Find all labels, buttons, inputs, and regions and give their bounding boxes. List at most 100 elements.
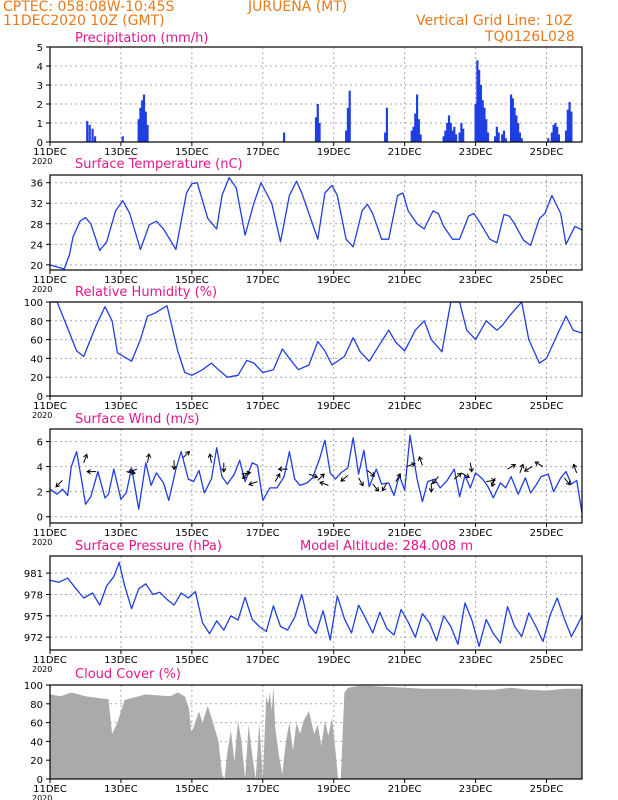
cloud-xtick-label: 21DEC bbox=[388, 784, 422, 795]
header: CPTEC: 058:08W-10:45S JURUENA (MT) 11DEC… bbox=[0, 0, 618, 48]
precip-bar bbox=[316, 104, 319, 142]
precip-bar bbox=[485, 119, 488, 142]
temp-xtick-label: 11DEC bbox=[33, 275, 67, 286]
cloud-xtick-label: 15DEC bbox=[175, 784, 209, 795]
precip-bar bbox=[502, 130, 506, 142]
pres-ytick-label: 978 bbox=[24, 590, 43, 601]
precip-bar bbox=[419, 134, 422, 142]
precip-bar bbox=[141, 100, 144, 142]
wind-wind-arrow bbox=[418, 456, 423, 466]
precip-bar bbox=[556, 126, 559, 142]
rh-ytick-label: 80 bbox=[30, 317, 43, 328]
precip-bar bbox=[446, 123, 449, 142]
wind-wind-arrow bbox=[486, 478, 497, 484]
pres-xtick-label: 15DEC bbox=[175, 655, 209, 666]
wind-title: Surface Wind (m/s) bbox=[75, 412, 199, 427]
precip-bar bbox=[509, 94, 513, 142]
wind-wind-arrow bbox=[563, 477, 571, 486]
wind-wind-arrow bbox=[534, 461, 544, 468]
wind-wind-arrow bbox=[523, 466, 533, 472]
wind-wind-arrow bbox=[308, 473, 319, 479]
init-time-label: 11DEC2020 10Z (GMT) bbox=[3, 13, 165, 29]
precip-bar bbox=[415, 94, 419, 142]
pres-xtick-label: 23DEC bbox=[459, 655, 493, 666]
pres-subtitle: Model Altitude: 284.008 m bbox=[300, 539, 473, 554]
wind-wind-arrow bbox=[207, 453, 213, 463]
wind-xtick-label: 13DEC bbox=[104, 528, 138, 539]
precip-bar bbox=[93, 136, 97, 142]
precip-ytick-label: 5 bbox=[37, 43, 43, 54]
wind-frame bbox=[49, 428, 583, 524]
precip-ytick-label: 3 bbox=[37, 81, 43, 92]
precip-bar bbox=[144, 111, 147, 142]
cloud-ytick-label: 80 bbox=[30, 700, 43, 711]
precip-bar bbox=[501, 134, 504, 142]
pres-xtick-label: 21DEC bbox=[388, 655, 422, 666]
precip-xtick-label: 13DEC bbox=[104, 147, 138, 158]
wind-wind-arrow bbox=[317, 473, 325, 481]
precip-bar bbox=[453, 126, 456, 142]
pres-ytick-label: 972 bbox=[24, 633, 43, 644]
precip-bar bbox=[137, 119, 140, 142]
precip-bar bbox=[486, 132, 490, 142]
precip-bar bbox=[88, 124, 91, 142]
precip-ytick-label: 1 bbox=[37, 119, 43, 130]
precip-bar bbox=[410, 130, 413, 142]
wind-xtick-label: 21DEC bbox=[388, 528, 422, 539]
wind-wind-arrow bbox=[372, 483, 380, 492]
rh-ytick-label: 0 bbox=[37, 392, 43, 403]
pres-xtick-label: 19DEC bbox=[317, 655, 351, 666]
precip-bar bbox=[346, 107, 350, 142]
cloud-title: Cloud Cover (%) bbox=[75, 667, 181, 682]
temp-plot-area bbox=[50, 175, 582, 270]
precip-bar bbox=[478, 69, 481, 142]
wind-wind-arrow bbox=[340, 475, 349, 482]
precip-bar bbox=[314, 117, 318, 142]
cloud-xtick-label: 17DEC bbox=[246, 784, 280, 795]
precip-bar bbox=[568, 102, 571, 142]
wind-xtick-label: 15DEC bbox=[175, 528, 209, 539]
temp-ytick-label: 36 bbox=[30, 179, 43, 190]
rh-xtick-label: 11DEC bbox=[33, 401, 67, 412]
temp-ytick-label: 20 bbox=[30, 261, 43, 272]
precip-bar bbox=[385, 107, 389, 142]
temp-ytick-label: 24 bbox=[30, 240, 43, 251]
pres-title: Surface Pressure (hPa) bbox=[75, 539, 222, 554]
wind-wind-arrow bbox=[395, 472, 401, 482]
cloud-xtick-label: 13DEC bbox=[104, 784, 138, 795]
rh-ytick-label: 60 bbox=[30, 336, 43, 347]
rh-xtick-label: 13DEC bbox=[104, 401, 138, 412]
wind-wind-arrow bbox=[221, 462, 227, 473]
precip-bar bbox=[412, 126, 415, 142]
temp-ytick-label: 28 bbox=[30, 220, 43, 231]
wind-wind-arrow bbox=[507, 464, 517, 470]
precip-bar bbox=[504, 138, 507, 142]
temp-title: Surface Temperature (nC) bbox=[75, 157, 243, 172]
precip-bar bbox=[474, 104, 477, 142]
cloud-ytick-label: 100 bbox=[24, 681, 43, 692]
precip-bar bbox=[547, 138, 550, 142]
pres-xtick-label: 17DEC bbox=[246, 655, 280, 666]
temp-series-line bbox=[49, 176, 583, 270]
cloud-xtick-label: 25DEC bbox=[530, 784, 564, 795]
precip-bar bbox=[417, 119, 420, 142]
wind-wind-arrow bbox=[127, 468, 138, 474]
rh-title: Relative Humidity (%) bbox=[75, 285, 217, 300]
pres-xtick-label: 11DEC bbox=[33, 655, 67, 666]
precip-title: Precipitation (mm/h) bbox=[75, 31, 208, 46]
temp-xtick-label: 13DEC bbox=[104, 275, 138, 286]
wind-xtick-label: 25DEC bbox=[530, 528, 564, 539]
wind-series-line bbox=[49, 434, 583, 514]
precip-bar bbox=[476, 60, 479, 142]
cloud-frame bbox=[49, 684, 583, 780]
temp-year-label: 2020 bbox=[32, 285, 52, 294]
rh-frame bbox=[49, 301, 583, 397]
precip-bar bbox=[121, 136, 124, 142]
rh-xtick-label: 17DEC bbox=[246, 401, 280, 412]
temp-xtick-label: 17DEC bbox=[246, 275, 280, 286]
wind-wind-arrow bbox=[86, 468, 97, 475]
temp-xtick-label: 25DEC bbox=[530, 275, 564, 286]
cloud-year-label: 2020 bbox=[32, 794, 52, 800]
pres-xtick-label: 25DEC bbox=[530, 655, 564, 666]
